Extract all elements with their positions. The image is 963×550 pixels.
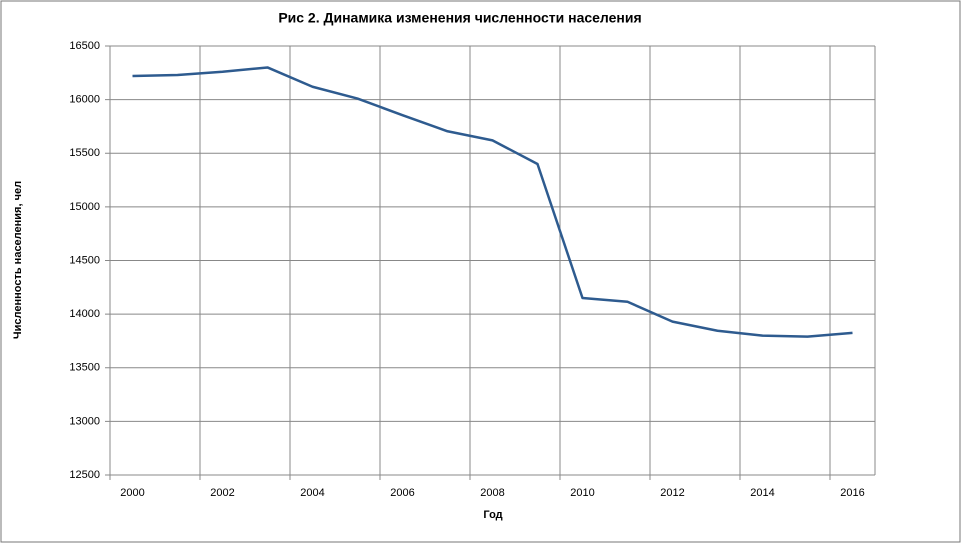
y-tick-label: 16000 [69,94,100,106]
y-tick-label: 15500 [69,147,100,159]
series-line [132,66,853,338]
y-tick-label: 14000 [69,308,100,320]
x-tick-label: 2004 [300,487,324,499]
x-tick-label: 2008 [480,487,504,499]
y-tick-label: 13500 [69,362,100,374]
x-tick-label: 2000 [120,487,144,499]
x-tick-label: 2010 [570,487,594,499]
x-tick-label: 2002 [210,487,234,499]
x-tick-label: 2006 [390,487,414,499]
y-tick-label: 12500 [69,469,100,481]
x-tick-label: 2012 [660,487,684,499]
chart-title: Рис 2. Динамика изменения численности на… [278,10,641,26]
x-axis-label: Год [483,509,502,521]
x-tick-label: 2014 [750,487,774,499]
y-tick-label: 14500 [69,254,100,266]
x-tick-label: 2016 [840,487,864,499]
y-tick-label: 13000 [69,415,100,427]
y-tick-label: 15000 [69,201,100,213]
y-tick-label: 16500 [69,40,100,52]
y-axis-label: Численность населения, чел [12,181,24,339]
